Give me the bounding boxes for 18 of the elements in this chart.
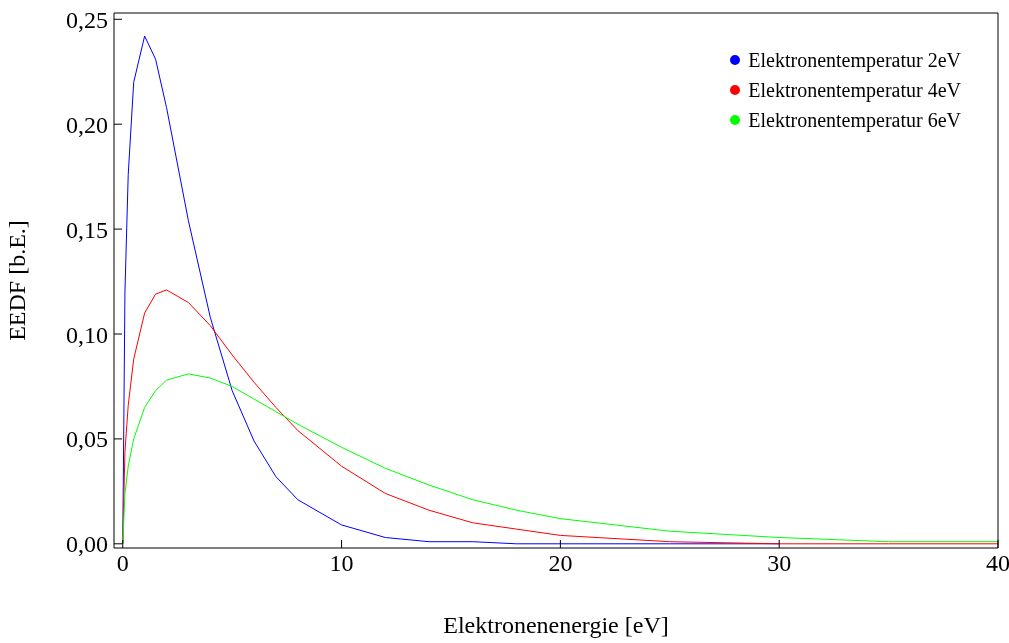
y-axis-title: EEDF [b.E.] [3, 220, 30, 341]
x-tick-label: 40 [986, 550, 1009, 577]
y-tick-label: 0,20 [66, 111, 108, 138]
legend-label: Elektronentemperatur 2eV [748, 48, 961, 74]
y-tick-label: 0,10 [66, 321, 108, 348]
legend-label: Elektronentemperatur 6eV [748, 108, 961, 134]
line-series [122, 289, 998, 545]
y-tick-label: 0,15 [66, 216, 108, 243]
line-series [122, 373, 998, 545]
y-tick-label: 0,05 [66, 426, 108, 453]
x-tick-label: 10 [329, 550, 354, 577]
y-tick-label: 0,00 [66, 531, 108, 558]
x-tick-label: 0 [116, 550, 129, 577]
x-axis-title: Elektronenenergie [eV] [443, 612, 669, 638]
x-tick-label: 30 [767, 550, 792, 577]
legend-label: Elektronentemperatur 4eV [748, 78, 961, 104]
x-tick-label: 20 [548, 550, 573, 577]
y-tick-label: 0,25 [66, 6, 108, 33]
